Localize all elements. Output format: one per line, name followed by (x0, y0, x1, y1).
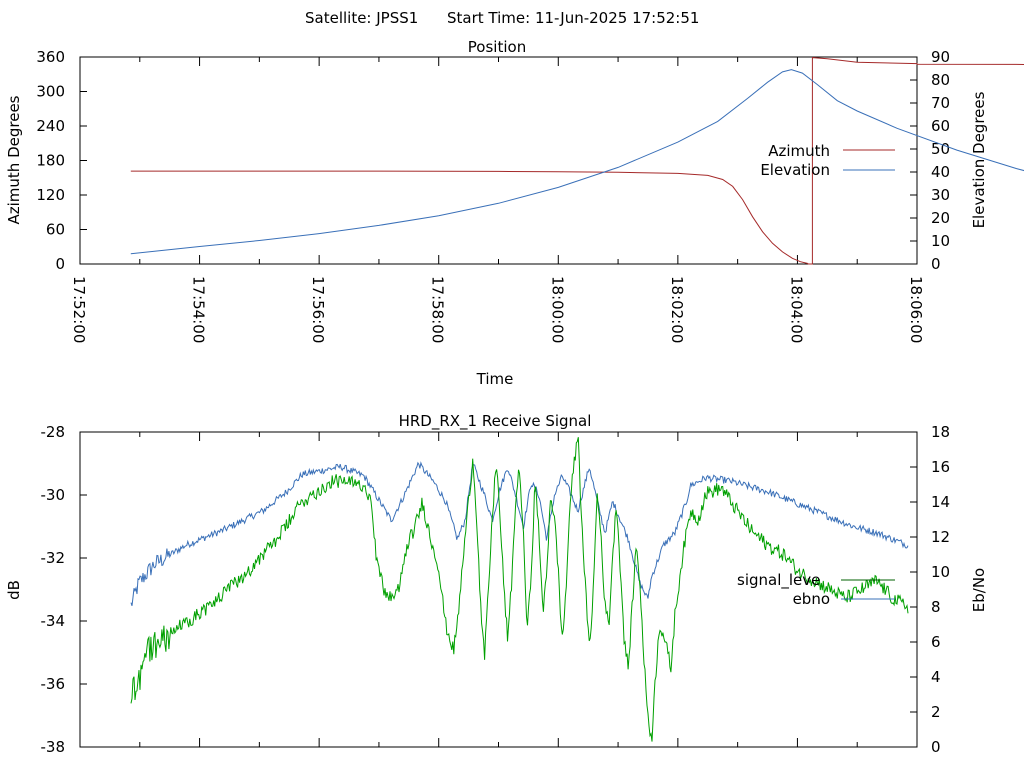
azimuth-axis-tick-label: 0 (55, 255, 65, 273)
position-x-ticks: 17:52:00 17:54:00 17:56:00 17:58:00 18:00:00… (70, 57, 925, 343)
elevation-series-line (130, 69, 1024, 255)
db-axis-tick-label: -34 (41, 612, 66, 630)
ebno-axis-tick-label: 6 (931, 633, 941, 651)
receive-signal-plot-frame (79, 431, 918, 748)
elevation-axis-tick-label: 30 (931, 186, 950, 204)
db-axis-tick-label: -28 (41, 423, 66, 441)
db-axis-tick-label: -38 (41, 738, 66, 756)
receive-signal-chart-title: HRD_RX_1 Receive Signal (399, 412, 592, 431)
receive-signal-x-ticks (79, 432, 918, 747)
position-series (130, 57, 1024, 265)
ebno-axis-tick-label: 2 (931, 703, 941, 721)
elevation-axis-tick-label: 0 (931, 255, 941, 273)
elevation-axis-tick-label: 60 (931, 117, 950, 135)
time-tick-label: 18:06:00 (907, 276, 925, 343)
ebno-axis-tick-label: 14 (931, 493, 950, 511)
position-y-ticks: 0 60 120 180 240 300 360 (36, 48, 87, 273)
time-tick-label: 17:58:00 (429, 276, 447, 343)
elevation-axis-tick-label: 90 (931, 48, 950, 66)
ebno-axis-tick-label: 18 (931, 423, 950, 441)
legend-elevation-label: Elevation (760, 161, 830, 179)
elevation-axis-tick-label: 80 (931, 71, 950, 89)
time-tick-label: 18:02:00 (668, 276, 686, 343)
legend-ebno-label: ebno (793, 590, 830, 608)
time-tick-label: 17:52:00 (70, 276, 88, 343)
elevation-axis-tick-label: 70 (931, 94, 950, 112)
legend-azimuth-label: Azimuth (768, 142, 830, 160)
ebno-axis-tick-label: 10 (931, 563, 950, 581)
azimuth-axis-tick-label: 60 (46, 221, 65, 239)
elevation-axis-tick-label: 40 (931, 163, 950, 181)
db-axis-tick-label: -36 (41, 675, 66, 693)
receive-signal-y-ticks: -28 -30 -32 -34 -36 -38 (41, 423, 87, 756)
receive-signal-series (130, 437, 909, 742)
db-axis-tick-label: -32 (41, 549, 66, 567)
time-tick-label: 18:04:00 (787, 276, 805, 343)
db-axis-tick-label: -30 (41, 486, 66, 504)
azimuth-axis-tick-label: 120 (36, 186, 65, 204)
db-axis-label: dB (5, 580, 23, 600)
position-chart-title: Position (468, 38, 526, 56)
ebno-axis-tick-label: 8 (931, 598, 941, 616)
time-tick-label: 18:00:00 (548, 276, 566, 343)
ebno-axis-tick-label: 4 (931, 668, 941, 686)
time-tick-label: 17:56:00 (309, 276, 327, 343)
azimuth-series-line (130, 57, 1024, 265)
elevation-axis-tick-label: 20 (931, 209, 950, 227)
azimuth-axis-tick-label: 360 (36, 48, 65, 66)
ebno-series-line (130, 437, 909, 742)
azimuth-axis-tick-label: 300 (36, 83, 65, 101)
receive-signal-y2-ticks: 0 2 4 6 8 10 12 14 16 18 (910, 423, 950, 756)
legend-signal-level-label: signal_leve (737, 571, 820, 590)
ebno-axis-tick-label: 12 (931, 528, 950, 546)
elevation-axis-tick-label: 50 (931, 140, 950, 158)
ebno-axis-tick-label: 0 (931, 738, 941, 756)
azimuth-axis-label: Azimuth Degrees (5, 95, 23, 224)
time-axis-label: Time (476, 370, 514, 388)
position-chart: Position 17:52:00 17:54:00 17:56:00 17:58:0… (5, 38, 1024, 388)
receive-signal-chart: HRD_RX_1 Receive Signal -28-30-32-34-36-… (5, 412, 988, 756)
receive-signal-legend: signal_leve ebno (737, 571, 895, 608)
time-tick-label: 17:54:00 (190, 276, 208, 343)
azimuth-axis-tick-label: 240 (36, 117, 65, 135)
signal-level-series-line (130, 461, 909, 606)
position-legend: Azimuth Elevation (760, 142, 895, 179)
satellite-label: Satellite: JPSS1 (305, 9, 418, 27)
elevation-axis-label: Elevation Degrees (970, 91, 988, 228)
start-time-label: Start Time: 11-Jun-2025 17:52:51 (447, 9, 699, 27)
elevation-axis-tick-label: 10 (931, 232, 950, 250)
position-y2-ticks: 0 10 20 30 40 50 60 70 80 90 (910, 48, 950, 273)
azimuth-axis-tick-label: 180 (36, 152, 65, 170)
ebno-axis-tick-label: 16 (931, 458, 950, 476)
ebno-axis-label: Eb/No (970, 568, 988, 612)
